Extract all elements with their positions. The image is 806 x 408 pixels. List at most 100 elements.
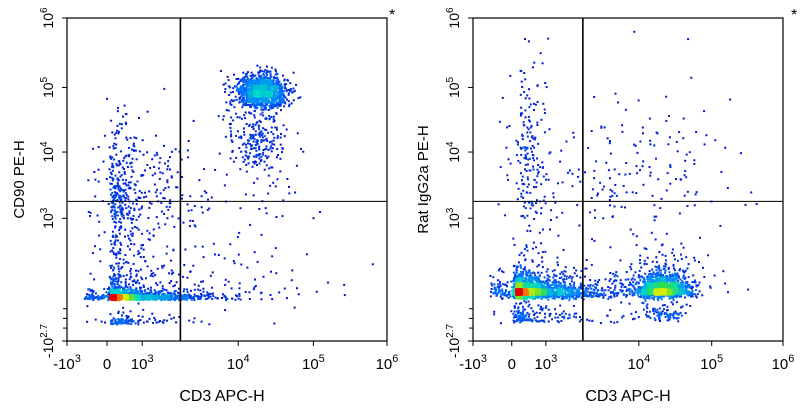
event-dot xyxy=(595,160,598,163)
event-dot xyxy=(234,85,236,88)
event-dot xyxy=(659,273,662,276)
event-dot xyxy=(153,297,156,300)
event-dot xyxy=(276,92,279,95)
event-dot xyxy=(528,106,531,109)
event-dot xyxy=(137,296,139,299)
event-dot xyxy=(283,87,286,89)
event-dot xyxy=(525,270,528,273)
event-dot xyxy=(171,295,173,298)
event-dot xyxy=(588,291,591,294)
event-dot xyxy=(663,313,666,316)
event-dot xyxy=(120,209,123,212)
event-dot xyxy=(276,178,279,181)
event-dot xyxy=(275,82,277,85)
event-dot xyxy=(173,225,176,228)
event-dot xyxy=(259,134,262,137)
event-dot xyxy=(155,188,158,191)
event-dot xyxy=(130,218,133,220)
event-dot xyxy=(113,266,115,269)
event-dot xyxy=(118,292,121,295)
event-dot xyxy=(150,297,153,300)
event-dot xyxy=(120,198,123,201)
event-dot xyxy=(155,195,158,198)
event-dot xyxy=(648,273,650,276)
event-dot xyxy=(571,172,574,175)
event-dot xyxy=(278,101,281,104)
event-dot xyxy=(102,160,105,163)
event-dot xyxy=(128,295,131,298)
event-dot xyxy=(251,76,254,79)
event-dot xyxy=(539,308,542,311)
event-dot xyxy=(693,279,696,282)
event-dot xyxy=(203,168,206,171)
event-dot xyxy=(261,103,264,106)
event-dot xyxy=(544,202,547,205)
event-dot xyxy=(688,151,691,154)
event-dot xyxy=(541,307,544,310)
event-dot xyxy=(544,312,546,315)
event-dot xyxy=(92,290,95,293)
event-dot xyxy=(665,119,668,122)
event-dot xyxy=(666,305,669,308)
event-dot xyxy=(130,175,133,178)
event-dot xyxy=(701,294,704,297)
event-dot xyxy=(117,277,120,280)
event-dot xyxy=(125,315,128,317)
event-dot xyxy=(637,295,640,298)
event-dot xyxy=(124,289,127,292)
event-dot xyxy=(675,312,678,315)
event-dot xyxy=(204,297,207,300)
event-dot xyxy=(124,296,127,299)
event-dot xyxy=(112,291,115,294)
event-dot xyxy=(276,95,279,98)
event-dot xyxy=(693,159,696,162)
event-dot xyxy=(208,207,211,210)
event-dot xyxy=(693,256,696,259)
event-dot xyxy=(659,275,662,278)
event-dot xyxy=(287,89,290,91)
event-dot xyxy=(632,318,634,321)
event-dot xyxy=(238,116,241,119)
event-dot xyxy=(219,70,222,72)
event-dot xyxy=(115,321,118,324)
event-dot xyxy=(109,239,112,242)
event-dot xyxy=(554,279,557,282)
event-dot xyxy=(573,312,576,315)
event-dot xyxy=(524,116,527,119)
event-dot xyxy=(583,284,586,287)
event-dot xyxy=(519,321,522,324)
event-dot xyxy=(188,319,191,322)
event-dot xyxy=(517,265,520,268)
event-dot xyxy=(257,101,260,104)
event-dot xyxy=(114,211,117,214)
event-dot xyxy=(252,82,255,85)
event-dot xyxy=(168,282,171,284)
event-dot xyxy=(133,136,136,139)
event-dot xyxy=(229,126,232,129)
event-dot xyxy=(166,168,169,171)
event-dot xyxy=(230,135,233,138)
event-dot xyxy=(258,208,261,210)
event-dot xyxy=(689,305,692,307)
x-tick-label: -103 xyxy=(53,353,81,373)
event-dot xyxy=(117,289,120,292)
event-dot xyxy=(504,214,507,217)
event-dot xyxy=(663,268,666,271)
event-dot xyxy=(517,187,520,190)
event-dot xyxy=(242,161,245,163)
event-dot xyxy=(632,285,635,288)
event-dot xyxy=(524,154,527,157)
event-dot xyxy=(159,192,162,195)
event-dot xyxy=(126,245,129,248)
event-dot xyxy=(120,188,123,191)
event-dot xyxy=(262,84,265,87)
event-dot xyxy=(256,85,259,88)
event-dot xyxy=(526,311,529,314)
event-dot xyxy=(621,289,624,292)
event-dot xyxy=(639,254,642,257)
event-dot xyxy=(275,70,277,73)
event-dot xyxy=(553,279,556,282)
event-dot xyxy=(234,112,237,115)
event-dot xyxy=(591,319,594,322)
event-dot xyxy=(178,150,181,153)
